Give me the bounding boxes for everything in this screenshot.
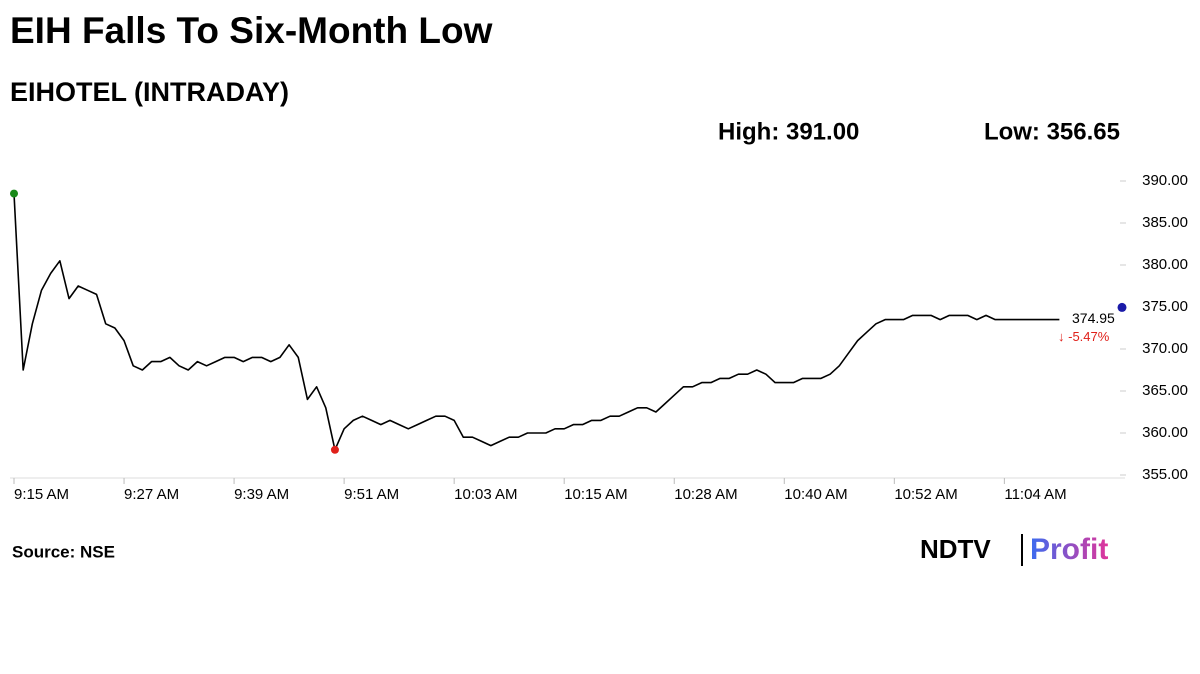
x-tick-label: 9:39 AM [234, 486, 289, 503]
logo-right: Profit [1030, 533, 1108, 566]
y-tick-label: 390.00 [1142, 172, 1188, 189]
low-marker [330, 445, 339, 454]
x-tick-label: 9:15 AM [14, 486, 69, 503]
y-tick-label: 385.00 [1142, 214, 1188, 231]
x-tick-label: 10:40 AM [784, 486, 847, 503]
y-tick-label: 365.00 [1142, 382, 1188, 399]
y-tick-label: 360.00 [1142, 424, 1188, 441]
last-marker [1117, 302, 1127, 312]
change-label: ↓ -5.47% [1058, 329, 1110, 344]
source: Source: NSE [12, 542, 115, 561]
x-tick-label: 10:03 AM [454, 486, 517, 503]
x-tick-label: 10:28 AM [674, 486, 737, 503]
x-tick-label: 10:52 AM [894, 486, 957, 503]
y-tick-label: 380.00 [1142, 256, 1188, 273]
x-tick-label: 9:51 AM [344, 486, 399, 503]
x-tick-label: 9:27 AM [124, 486, 179, 503]
y-tick-label: 355.00 [1142, 466, 1188, 483]
price-line [13, 193, 1060, 451]
chart-subtitle: EIHOTEL (INTRADAY) [10, 77, 289, 107]
y-tick-label: 375.00 [1142, 298, 1188, 315]
x-tick-label: 11:04 AM [1004, 486, 1066, 503]
logo-left: NDTV [920, 534, 991, 564]
chart-title: EIH Falls To Six-Month Low [10, 10, 493, 51]
x-tick-label: 10:15 AM [564, 486, 627, 503]
start-marker [10, 189, 18, 198]
y-tick-label: 370.00 [1142, 340, 1188, 357]
last-price-label: 374.95 [1072, 310, 1115, 326]
high-label: High: 391.00 [718, 118, 859, 145]
low-label: Low: 356.65 [984, 118, 1120, 145]
